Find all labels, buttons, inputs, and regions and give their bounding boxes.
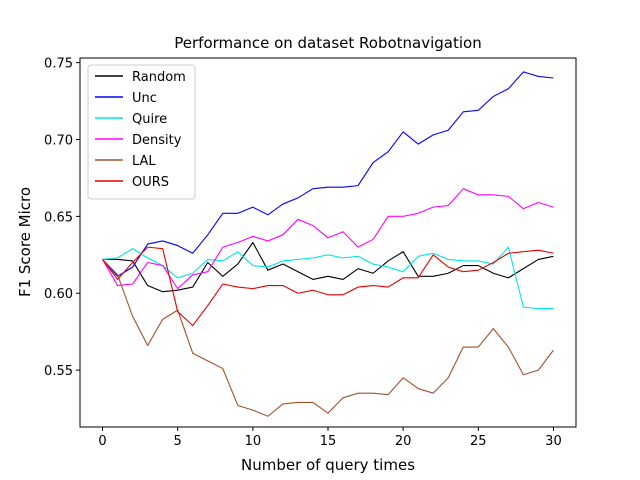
series-layer xyxy=(102,71,554,417)
x-tick-label: 10 xyxy=(245,434,262,449)
x-tick-label: 15 xyxy=(320,434,337,449)
x-axis-label: Number of query times xyxy=(241,456,415,474)
series-line-unc xyxy=(102,71,554,277)
y-axis-label: F1 Score Micro xyxy=(16,187,34,297)
y-tick-label: 0.55 xyxy=(44,364,73,379)
legend: Random Unc Quire Density LAL OURS xyxy=(87,64,196,200)
series-line-random xyxy=(102,241,554,293)
series-line-ours xyxy=(102,246,554,327)
x-tick-label: 30 xyxy=(545,434,562,449)
legend-label-density: Density xyxy=(132,133,182,148)
y-tick-label: 0.70 xyxy=(44,133,73,148)
x-tick-label: 0 xyxy=(98,434,106,449)
x-tick-label: 5 xyxy=(174,434,182,449)
x-tick-label: 25 xyxy=(470,434,487,449)
legend-label-quire: Quire xyxy=(132,112,167,127)
chart-title: Performance on dataset Robotnavigation xyxy=(174,34,481,52)
x-axis-ticks: 0 5 10 15 20 25 30 xyxy=(98,427,562,449)
legend-box xyxy=(87,64,196,200)
y-tick-label: 0.65 xyxy=(44,210,73,225)
series-line-quire xyxy=(102,246,554,310)
legend-label-random: Random xyxy=(132,70,186,85)
legend-label-lal: LAL xyxy=(132,154,156,169)
y-axis-ticks: 0.55 0.60 0.65 0.70 0.75 xyxy=(44,57,80,379)
series-line-lal xyxy=(102,259,554,417)
legend-label-ours: OURS xyxy=(132,175,169,190)
series-line-density xyxy=(102,188,554,290)
y-tick-label: 0.75 xyxy=(44,57,73,72)
x-tick-label: 20 xyxy=(395,434,412,449)
legend-label-unc: Unc xyxy=(132,91,157,106)
y-tick-label: 0.60 xyxy=(44,287,73,302)
